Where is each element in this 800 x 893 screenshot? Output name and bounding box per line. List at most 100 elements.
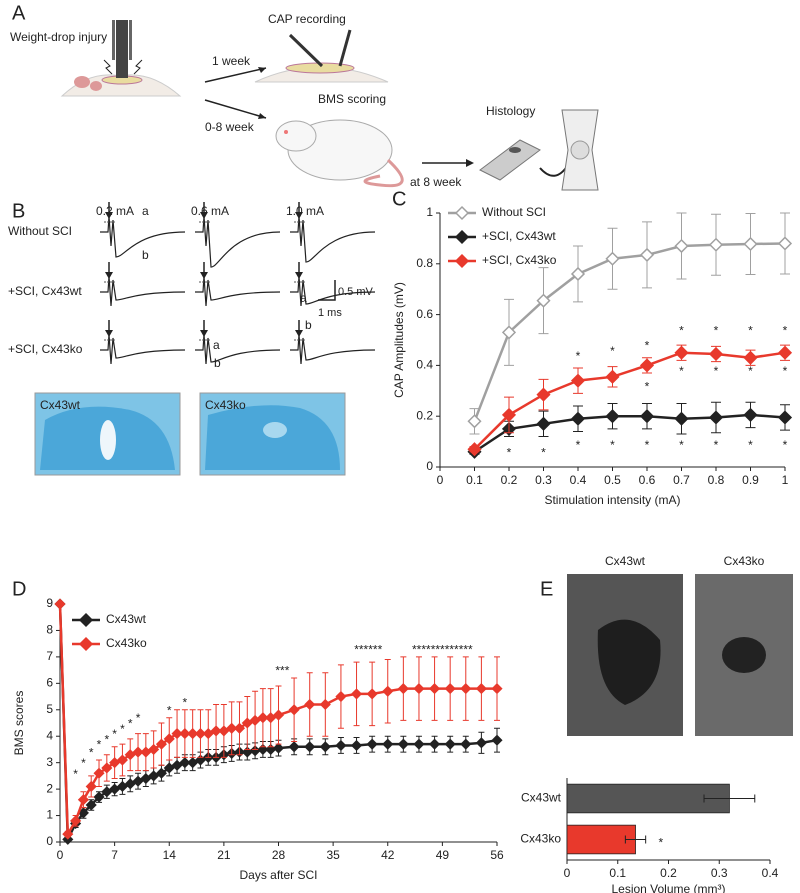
significance-mark: * [112, 727, 117, 741]
marker [194, 728, 207, 740]
x-tick-label: 28 [272, 848, 286, 862]
marker [397, 683, 409, 695]
x-tick-label: 0.4 [570, 473, 587, 487]
curved-arrow [539, 164, 569, 177]
series-line [473, 413, 786, 453]
marker [70, 815, 82, 827]
panel-letter: E [540, 578, 553, 600]
marker [272, 742, 285, 754]
significance-mark: * [610, 344, 615, 358]
arrow-head [258, 113, 266, 119]
section-label: Cx43ko [205, 398, 246, 412]
schematic-label: CAP recording [268, 12, 346, 26]
marker [429, 738, 441, 750]
marker [475, 683, 487, 695]
marker [743, 236, 758, 252]
peak-label: b [305, 318, 312, 332]
x-tick-label: 0.2 [660, 866, 677, 880]
y-tick-label: 8 [46, 623, 53, 637]
marker [467, 442, 482, 457]
error-bar [703, 794, 756, 803]
x-tick-label: 49 [436, 848, 450, 862]
marker [304, 698, 316, 711]
y-axis-label: CAP Amplitudes (mV) [392, 282, 406, 398]
marker [179, 757, 191, 769]
trace [195, 275, 281, 307]
significance-mark: * [167, 703, 172, 717]
significance-mark: * [748, 438, 753, 452]
marker [288, 741, 300, 753]
marker [777, 410, 793, 425]
marker [163, 762, 175, 774]
stim-arrow-head [105, 330, 113, 337]
x-axis-label: Days after SCI [239, 868, 317, 882]
significance-mark: * [679, 323, 684, 337]
category-label: Cx43wt [521, 791, 562, 805]
impact-mark [103, 59, 143, 75]
peak-label: a [213, 338, 220, 352]
marker [536, 416, 551, 431]
y-tick-label: 0 [46, 834, 53, 848]
tissue [74, 76, 90, 88]
legend-label: +SCI, Cx43ko [482, 253, 557, 267]
bar [566, 824, 636, 855]
stim-arrow-head [200, 272, 208, 279]
marker [257, 712, 269, 724]
marker [460, 738, 472, 750]
x-tick-label: 0.4 [762, 866, 779, 880]
schematic-label: 1 week [212, 54, 251, 68]
marker [777, 236, 793, 251]
impactor [116, 20, 128, 78]
intensity-label: 0.2 mA [96, 204, 134, 218]
marker [109, 757, 121, 769]
intensity-label: 0.6 mA [191, 204, 229, 218]
marker [536, 387, 551, 402]
x-tick-label: 0.9 [742, 473, 759, 487]
y-tick-label: 1 [46, 808, 53, 822]
trace [100, 275, 186, 307]
panel-letter: C [392, 188, 406, 210]
electrode [288, 29, 352, 68]
marker [210, 725, 222, 737]
significance-mark: * [714, 323, 719, 337]
y-tick-label: 1 [426, 205, 433, 219]
marker [413, 738, 425, 750]
marker [109, 783, 121, 795]
marker [491, 734, 503, 746]
marker [366, 688, 378, 700]
marker [85, 799, 97, 811]
significance-mark: * [89, 746, 94, 760]
x-tick-label: 0.3 [711, 866, 728, 880]
marker [674, 345, 689, 360]
x-tick-label: 0.6 [639, 473, 656, 487]
x-tick-label: 0.1 [466, 473, 483, 487]
arrow-head [466, 159, 474, 167]
marker [366, 738, 378, 750]
x-tick-label: 14 [163, 848, 177, 862]
x-tick-label: 0 [437, 473, 444, 487]
marker [132, 746, 144, 758]
x-tick-label: 0.1 [609, 866, 626, 880]
significance-mark: * [748, 323, 753, 337]
x-tick-label: 0.8 [708, 473, 725, 487]
arrow [204, 67, 267, 83]
stim-arrow-head [200, 212, 208, 219]
marker [382, 738, 394, 750]
marker [101, 786, 113, 798]
significance-mark: *** [275, 664, 289, 678]
significance-mark: * [73, 767, 78, 781]
schematic-label: Histology [486, 104, 535, 118]
marker [708, 237, 724, 252]
tissue [90, 81, 102, 91]
marker [350, 739, 363, 752]
marker [116, 754, 128, 766]
significance-mark: * [541, 445, 546, 459]
y-tick-label: 6 [46, 676, 53, 690]
significance-mark: * [97, 738, 102, 752]
significance-mark: ************* [412, 642, 473, 656]
legend-marker [78, 636, 94, 652]
y-tick-label: 0.6 [416, 307, 433, 321]
x-tick-label: 56 [490, 848, 504, 862]
significance-mark: * [136, 711, 141, 725]
significance-mark: * [183, 695, 188, 709]
